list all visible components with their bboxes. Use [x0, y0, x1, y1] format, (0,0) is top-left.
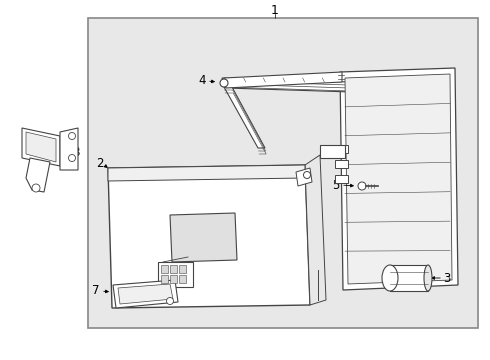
Text: 4: 4 [198, 73, 206, 86]
Polygon shape [60, 128, 78, 170]
Text: 7: 7 [92, 284, 100, 297]
Text: 1: 1 [271, 4, 279, 17]
Polygon shape [345, 74, 452, 284]
Polygon shape [222, 78, 352, 92]
Text: 5: 5 [332, 179, 340, 192]
Polygon shape [305, 155, 326, 305]
Polygon shape [113, 280, 178, 308]
Bar [179, 275, 186, 283]
Bar [158, 262, 193, 287]
Polygon shape [108, 165, 305, 181]
Bar [179, 265, 186, 273]
Polygon shape [118, 284, 173, 304]
Polygon shape [320, 145, 345, 158]
Polygon shape [296, 168, 312, 186]
Text: 8: 8 [73, 145, 80, 158]
Polygon shape [170, 213, 237, 262]
Bar [170, 265, 177, 273]
Polygon shape [22, 128, 60, 166]
Polygon shape [26, 158, 50, 192]
Circle shape [32, 184, 40, 192]
Polygon shape [26, 132, 56, 162]
Polygon shape [390, 265, 428, 291]
Polygon shape [224, 72, 342, 88]
Circle shape [358, 182, 366, 190]
Circle shape [220, 79, 228, 87]
Text: 3: 3 [443, 271, 451, 284]
Bar [161, 275, 168, 283]
Polygon shape [335, 175, 348, 183]
Polygon shape [108, 165, 310, 308]
Ellipse shape [424, 265, 432, 291]
Polygon shape [335, 145, 348, 153]
Bar [170, 275, 177, 283]
Text: 2: 2 [96, 157, 104, 170]
Circle shape [303, 171, 311, 179]
Bar [161, 265, 168, 273]
Ellipse shape [382, 265, 398, 291]
Polygon shape [224, 87, 265, 148]
Circle shape [167, 297, 173, 305]
Circle shape [69, 154, 75, 162]
Text: 6: 6 [148, 246, 156, 258]
Bar [88, 18, 478, 328]
Polygon shape [340, 68, 458, 290]
Polygon shape [335, 160, 348, 168]
Circle shape [69, 132, 75, 140]
